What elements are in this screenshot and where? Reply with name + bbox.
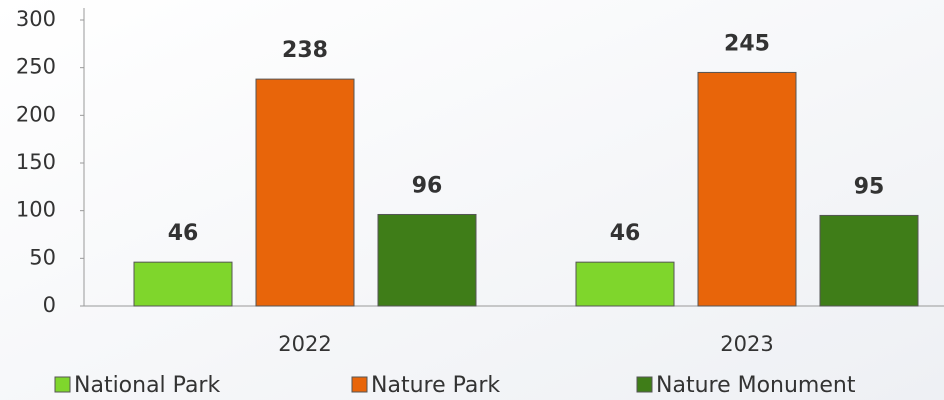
legend-swatch	[636, 376, 653, 393]
y-tick-label: 150	[16, 150, 56, 174]
value-label: 96	[412, 173, 443, 198]
bar	[697, 71, 797, 307]
bar	[575, 261, 675, 307]
bar	[377, 213, 477, 307]
x-tick-label: 2023	[720, 332, 773, 356]
y-tick-label: 0	[43, 293, 56, 317]
y-tick-label: 250	[16, 55, 56, 79]
legend-label: National Park	[74, 373, 220, 398]
legend-label: Nature Park	[371, 373, 500, 398]
value-label: 46	[610, 221, 641, 246]
x-tick-label: 2022	[278, 332, 331, 356]
y-tick-label: 300	[16, 7, 56, 31]
bar	[819, 214, 919, 307]
legend-swatch	[351, 376, 368, 393]
bar	[133, 261, 233, 307]
y-tick-label: 50	[29, 245, 56, 269]
value-label: 238	[282, 38, 328, 63]
y-tick-label: 100	[16, 198, 56, 222]
legend-swatch	[54, 376, 71, 393]
value-label: 245	[724, 31, 770, 56]
y-tick-label: 200	[16, 102, 56, 126]
value-label: 95	[854, 174, 885, 199]
value-label: 46	[168, 221, 199, 246]
legend-label: Nature Monument	[656, 373, 856, 398]
bar	[255, 78, 355, 307]
